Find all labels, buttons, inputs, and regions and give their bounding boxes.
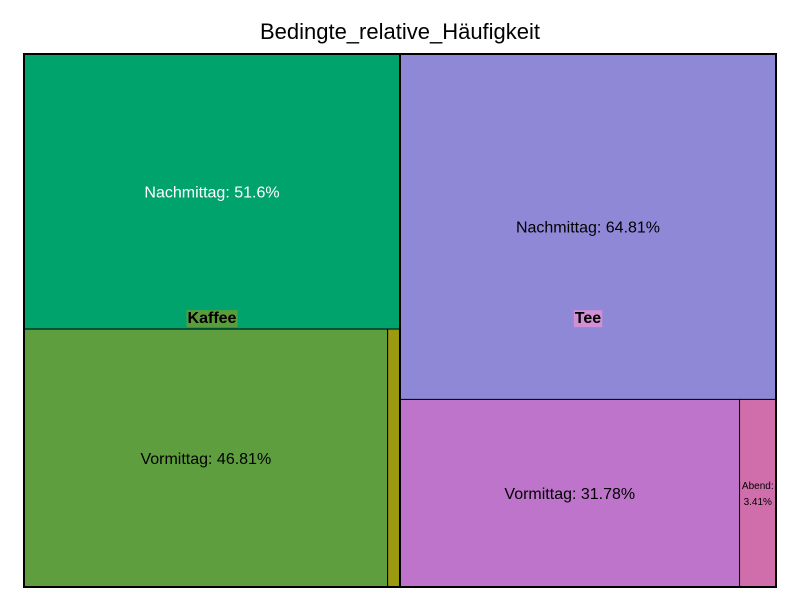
tee-nachmittag-label: Nachmittag: 64.81%	[516, 220, 660, 237]
kaffee-group-label: Kaffee	[188, 310, 237, 327]
tee-group-label: Tee	[575, 310, 601, 327]
kaffee-remainder-1-cell	[387, 328, 401, 588]
kaffee-nachmittag-cell	[23, 53, 401, 330]
kaffee-group-label-bg	[186, 310, 238, 328]
tee-vormittag-label: Vormittag: 31.78%	[504, 486, 635, 503]
tee-abend-label-line-0: Abend:	[742, 481, 774, 492]
kaffee-vormittag-label: Vormittag: 46.81%	[140, 451, 271, 468]
tee-vormittag-cell	[399, 398, 741, 588]
kaffee-vormittag-cell	[23, 328, 389, 588]
chart-title: Bedingte_relative_Häufigkeit	[259, 19, 541, 44]
tee-group-label-bg	[573, 310, 603, 328]
tee-abend-label-line-1: 3.41%	[744, 497, 772, 508]
tee-group-border	[399, 53, 777, 588]
tee-nachmittag-cell	[399, 53, 777, 400]
tee-abend-cell	[739, 398, 777, 588]
kaffee-nachmittag-label: Nachmittag: 51.6%	[144, 185, 279, 202]
